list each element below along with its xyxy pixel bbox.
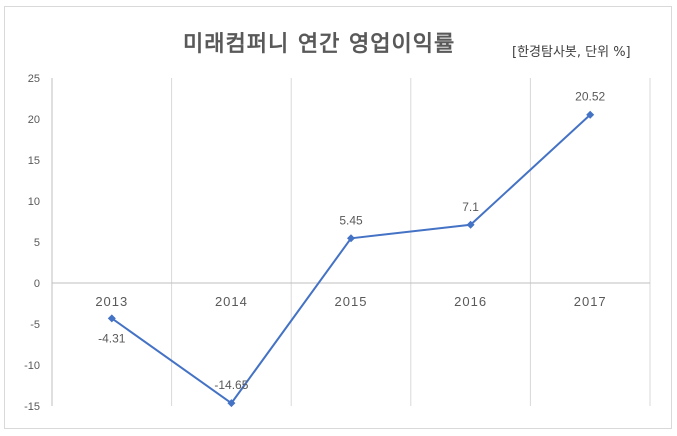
x-tick-label: 2017	[574, 294, 607, 309]
y-tick-label: 20	[28, 114, 40, 126]
y-tick-labels: 25 20 15 10 5 0 -5 -10 -15	[24, 73, 40, 413]
x-tick-label: 2013	[95, 294, 128, 309]
data-point-marker	[466, 220, 475, 229]
series-line	[111, 114, 591, 405]
x-tick-label: 2014	[215, 294, 248, 309]
x-tick-label: 2016	[454, 294, 487, 309]
y-tick-label: -15	[24, 401, 40, 413]
chart-title: 미래컴퍼니 연간 영업이익률	[183, 32, 456, 57]
data-point-marker	[107, 314, 116, 323]
y-tick-label: 10	[28, 196, 40, 208]
chart-subtitle: [한경탐사봇, 단위 %]	[512, 45, 631, 60]
y-tick-label: -5	[30, 319, 40, 331]
x-tick-labels: 2013 2014 2015 2016 2017	[95, 294, 607, 309]
axes	[51, 78, 650, 406]
data-label: -4.31	[98, 331, 126, 345]
data-point-marker	[227, 399, 236, 408]
y-tick-label: 25	[28, 73, 40, 85]
data-label: 20.52	[575, 90, 605, 104]
series-line-group	[107, 110, 595, 408]
y-tick-label: 0	[34, 278, 40, 290]
data-label: -14.65	[214, 378, 248, 392]
data-label: 7.1	[462, 200, 479, 214]
data-point-marker	[347, 234, 355, 243]
vertical-gridlines	[171, 78, 651, 406]
y-tick-label: 5	[34, 237, 40, 249]
y-tick-label: 15	[28, 155, 40, 167]
data-labels: -4.31 -14.65 5.45 7.1 20.52	[98, 90, 605, 392]
chart-frame	[4, 6, 672, 429]
x-tick-label: 2015	[335, 294, 368, 309]
y-tick-label: -10	[24, 360, 40, 372]
data-point-marker	[586, 110, 595, 119]
data-label: 5.45	[339, 213, 363, 227]
